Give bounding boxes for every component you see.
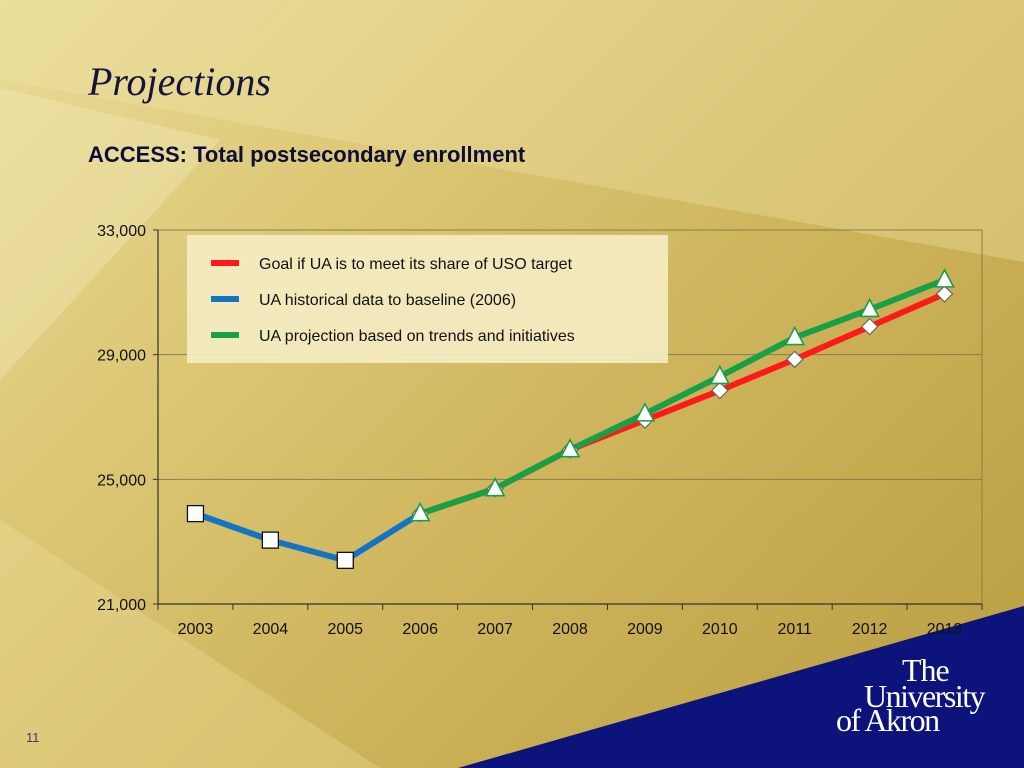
x-tick-label: 2005 <box>327 621 363 638</box>
slide-title: Projections <box>88 59 271 104</box>
legend-label-1: Goal if UA is to meet its share of USO t… <box>259 256 573 273</box>
x-tick-label: 2013 <box>927 621 963 638</box>
marker-series-3 <box>859 297 880 318</box>
university-logo: The University of Akron <box>836 652 1004 738</box>
marker-series-3 <box>559 438 581 458</box>
x-tick-label: 2011 <box>778 621 813 638</box>
marker-series-3 <box>409 501 431 522</box>
marker-series-3 <box>484 476 506 497</box>
legend-box <box>187 235 668 363</box>
marker-series-3 <box>784 325 806 346</box>
series-line-3 <box>417 276 948 517</box>
logo-line-2: University <box>864 678 986 714</box>
x-tick-label: 2008 <box>552 621 588 638</box>
y-tick-label: 21,000 <box>97 597 146 614</box>
chart-subtitle: ACCESS: Total postsecondary enrollment <box>88 142 526 167</box>
y-tick-label: 29,000 <box>97 348 146 365</box>
x-tick-label: 2004 <box>253 621 289 638</box>
x-tick-label: 2009 <box>627 621 663 638</box>
marker-series-1 <box>860 317 879 336</box>
marker-series-3 <box>634 402 656 422</box>
marker-series-3 <box>934 268 955 288</box>
x-tick-label: 2003 <box>178 621 214 638</box>
marker-series-1 <box>935 285 954 303</box>
x-tick-label: 2012 <box>852 621 888 638</box>
y-tick-label: 33,000 <box>97 223 146 240</box>
marker-series-2 <box>186 504 205 523</box>
marker-series-2 <box>261 531 280 549</box>
legend-label-3: UA projection based on trends and initia… <box>259 328 575 345</box>
marker-series-1 <box>785 350 804 369</box>
series-line-2 <box>192 510 424 564</box>
marker-series-1 <box>710 381 729 400</box>
marker-series-2 <box>336 551 354 570</box>
x-tick-label: 2010 <box>702 621 738 638</box>
logo-line-3: of Akron <box>836 702 940 738</box>
legend-label-2: UA historical data to baseline (2006) <box>259 292 516 309</box>
y-tick-label: 25,000 <box>97 472 146 489</box>
logo-line-1: The <box>902 652 950 688</box>
marker-series-3 <box>709 364 731 385</box>
x-tick-label: 2006 <box>402 621 438 638</box>
page-number: 11 <box>26 730 40 745</box>
x-tick-label: 2007 <box>477 621 513 638</box>
